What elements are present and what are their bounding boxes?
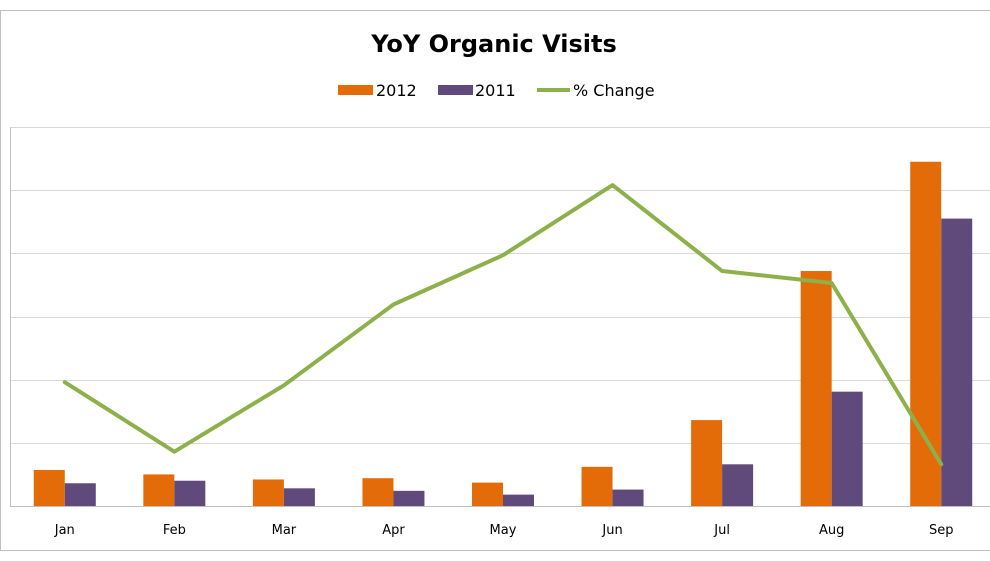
x-tick-label-jul: Jul	[713, 523, 730, 538]
bar-2011-jun	[613, 490, 644, 506]
x-tick-label-apr: Apr	[382, 523, 405, 538]
legend-label-change: % Change	[573, 81, 655, 100]
bar-2012-feb	[143, 474, 174, 506]
x-tick-label-may: May	[490, 523, 517, 538]
chart-title: YoY Organic Visits	[370, 30, 617, 58]
bar-2011-may	[503, 495, 534, 506]
x-tick-label-sep: Sep	[929, 523, 954, 538]
x-tick-label-jan: Jan	[54, 523, 75, 538]
bar-2012-jul	[691, 420, 722, 506]
bar-2011-apr	[393, 491, 424, 506]
x-tick-label-aug: Aug	[819, 523, 844, 538]
bar-2011-sep	[941, 219, 972, 506]
legend-swatch-2012	[338, 85, 373, 95]
bar-2011-mar	[284, 488, 315, 506]
bar-2012-jan	[34, 470, 65, 506]
bar-2012-jun	[582, 467, 613, 506]
bar-2012-mar	[253, 479, 284, 506]
bar-2011-jan	[65, 483, 96, 506]
bar-2012-may	[472, 483, 503, 506]
bar-2011-jul	[722, 464, 753, 506]
bar-2011-aug	[832, 392, 863, 506]
bar-2011-feb	[174, 481, 205, 506]
bar-2012-aug	[801, 271, 832, 506]
bar-2012-apr	[362, 478, 393, 506]
x-tick-label-jun: Jun	[601, 523, 622, 538]
legend-swatch-2011	[438, 85, 473, 95]
legend-label-2012: 2012	[376, 81, 417, 100]
x-tick-label-feb: Feb	[163, 523, 186, 538]
legend: 2012 2011 % Change	[338, 81, 655, 100]
x-tick-label-mar: Mar	[272, 523, 297, 538]
legend-label-2011: 2011	[475, 81, 516, 100]
